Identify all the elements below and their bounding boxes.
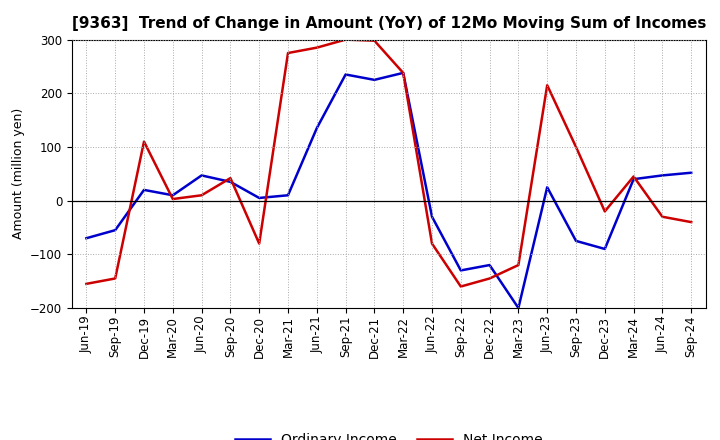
- Ordinary Income: [312, 125, 321, 131]
- Ordinary Income: [600, 246, 609, 252]
- Net Income: [197, 193, 206, 198]
- Net Income: [629, 174, 638, 179]
- Ordinary Income: [284, 193, 292, 198]
- Net Income: [543, 83, 552, 88]
- Net Income: [168, 196, 177, 202]
- Ordinary Income: [687, 170, 696, 176]
- Net Income: [428, 241, 436, 246]
- Ordinary Income: [399, 70, 408, 76]
- Net Income: [255, 241, 264, 246]
- Ordinary Income: [428, 214, 436, 220]
- Net Income: [284, 50, 292, 55]
- Title: [9363]  Trend of Change in Amount (YoY) of 12Mo Moving Sum of Incomes: [9363] Trend of Change in Amount (YoY) o…: [71, 16, 706, 32]
- Net Income: [600, 209, 609, 214]
- Net Income: [140, 139, 148, 144]
- Ordinary Income: [629, 176, 638, 182]
- Net Income: [572, 144, 580, 150]
- Ordinary Income: [485, 262, 494, 268]
- Ordinary Income: [168, 193, 177, 198]
- Line: Ordinary Income: Ordinary Income: [86, 73, 691, 308]
- Net Income: [341, 37, 350, 42]
- Net Income: [399, 70, 408, 76]
- Net Income: [226, 176, 235, 181]
- Net Income: [312, 45, 321, 50]
- Net Income: [658, 214, 667, 220]
- Net Income: [370, 38, 379, 43]
- Ordinary Income: [370, 77, 379, 82]
- Ordinary Income: [514, 305, 523, 311]
- Net Income: [485, 276, 494, 281]
- Legend: Ordinary Income, Net Income: Ordinary Income, Net Income: [229, 428, 549, 440]
- Ordinary Income: [572, 238, 580, 244]
- Ordinary Income: [255, 195, 264, 201]
- Line: Net Income: Net Income: [86, 40, 691, 286]
- Ordinary Income: [82, 235, 91, 241]
- Ordinary Income: [226, 179, 235, 184]
- Net Income: [82, 281, 91, 286]
- Ordinary Income: [140, 187, 148, 193]
- Ordinary Income: [456, 268, 465, 273]
- Ordinary Income: [658, 173, 667, 178]
- Ordinary Income: [341, 72, 350, 77]
- Ordinary Income: [543, 184, 552, 190]
- Net Income: [687, 220, 696, 225]
- Net Income: [456, 284, 465, 289]
- Y-axis label: Amount (million yen): Amount (million yen): [12, 108, 24, 239]
- Net Income: [111, 276, 120, 281]
- Ordinary Income: [111, 227, 120, 233]
- Ordinary Income: [197, 173, 206, 178]
- Net Income: [514, 262, 523, 268]
